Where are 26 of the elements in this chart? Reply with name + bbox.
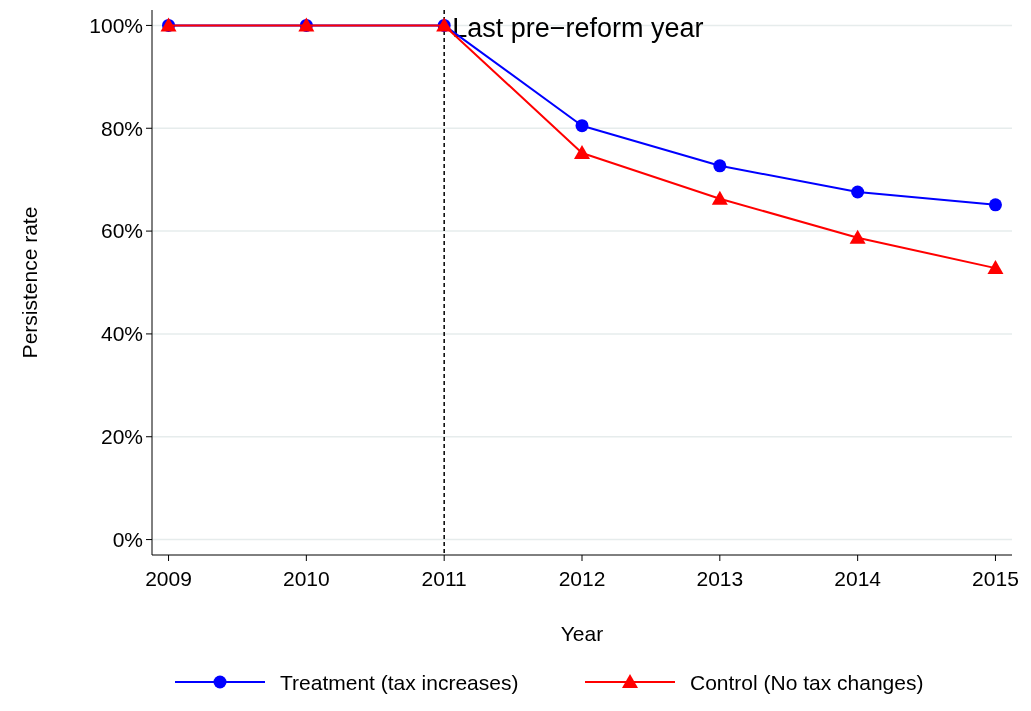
ref-line-label: Last pre−reform year	[452, 13, 704, 43]
point	[711, 190, 728, 205]
x-tick-label: 2011	[421, 567, 467, 590]
x-tick-label: 2013	[696, 567, 744, 590]
y-tick-label: 80%	[100, 116, 143, 140]
point	[849, 229, 866, 244]
y-tick-label: 20%	[100, 425, 143, 449]
y-tick-label: 0%	[112, 527, 143, 551]
x-tick-label: 2015	[972, 567, 1019, 590]
point	[851, 185, 865, 199]
legend-label: Control (No tax changes)	[690, 671, 924, 694]
x-tick-label: 2014	[834, 567, 882, 590]
point	[987, 260, 1004, 275]
y-tick-label: 100%	[89, 13, 143, 37]
point	[713, 159, 727, 173]
point	[575, 119, 589, 133]
x-tick-label: 2012	[558, 567, 606, 590]
x-axis-title: Year	[560, 622, 604, 645]
point	[988, 198, 1002, 212]
legend-label: Treatment (tax increases)	[280, 671, 519, 694]
y-axis-title: Persistence rate	[18, 206, 41, 359]
y-tick-label: 40%	[100, 322, 143, 346]
y-tick-label: 60%	[100, 219, 143, 243]
x-tick-label: 2009	[145, 567, 192, 590]
x-tick-label: 2010	[283, 567, 330, 590]
point	[574, 144, 590, 159]
